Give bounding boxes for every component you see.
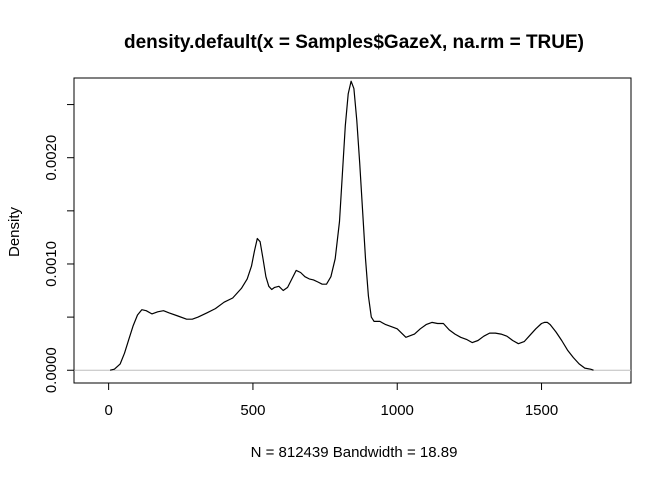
plot-area: 0 500 1000 1500 0.0000 0.0010 0.0020 — [43, 77, 632, 419]
x-tick-label: 1500 — [525, 402, 558, 419]
x-tick-label: 0 — [104, 402, 112, 419]
plot-frame — [73, 77, 632, 384]
y-tick-label: 0.0020 — [43, 135, 60, 181]
x-axis-label: N = 812439 Bandwidth = 18.89 — [251, 444, 458, 461]
density-line — [109, 80, 594, 371]
chart-title: density.default(x = Samples$GazeX, na.rm… — [124, 32, 584, 53]
x-tick-label: 1000 — [381, 402, 414, 419]
y-tick-label: 0.0010 — [43, 241, 60, 287]
x-tick-label: 500 — [240, 402, 265, 419]
y-tick-label: 0.0000 — [43, 347, 60, 393]
y-axis-label: Density — [6, 206, 23, 257]
